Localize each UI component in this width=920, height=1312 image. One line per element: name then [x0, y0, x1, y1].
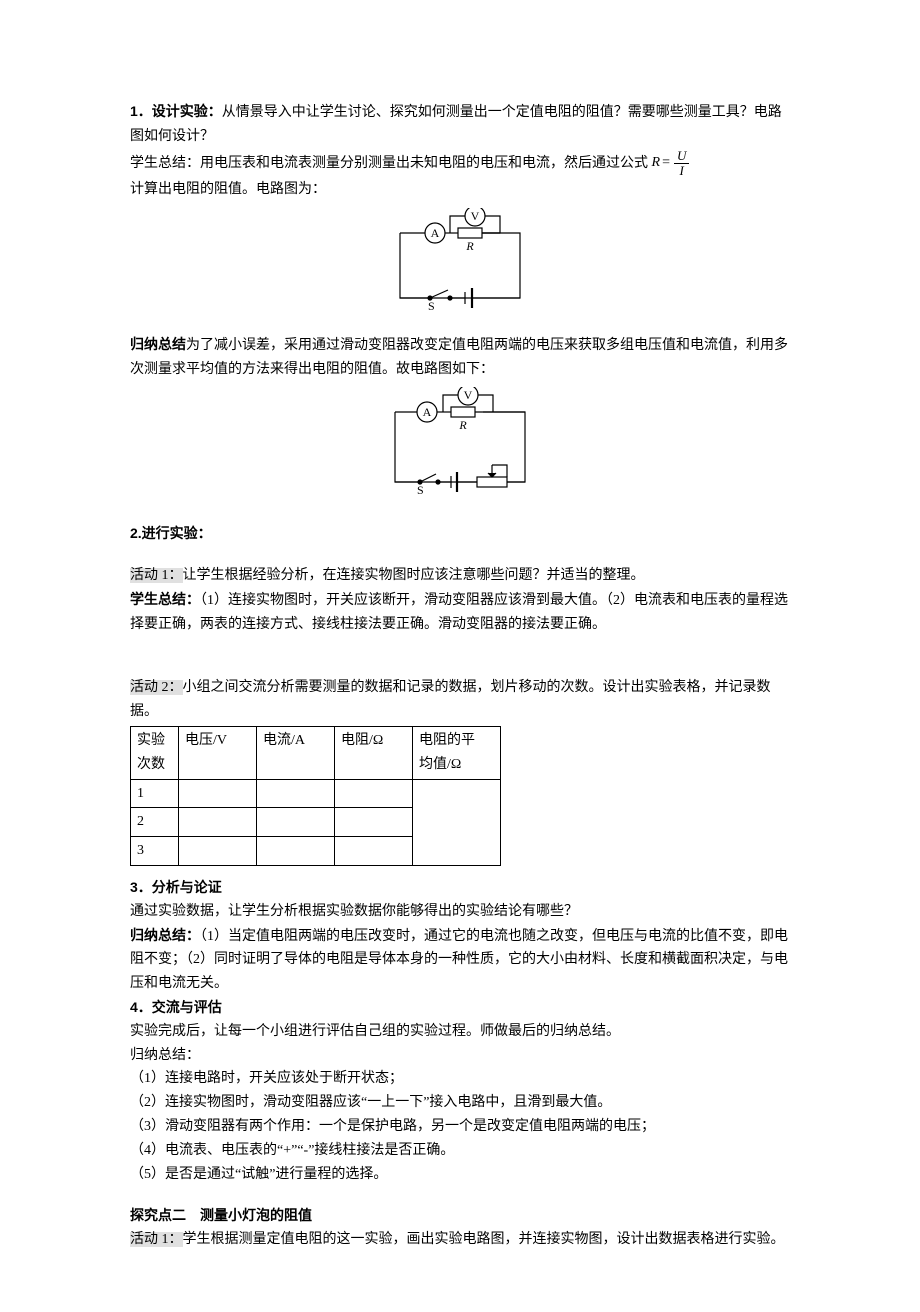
formula-lhs: R: [652, 151, 661, 175]
s5-act1-line: 活动 1：学生根据测量定值电阻的这一实验，画出实验电路图，并连接实物图，设计出数…: [130, 1228, 790, 1252]
formula-eq: =: [662, 151, 670, 175]
s3-heading: 3．分析与论证: [130, 876, 790, 900]
s2-student-label: 学生总结：: [130, 591, 200, 607]
svg-text:S: S: [417, 483, 424, 497]
s1-summary-label: 归纳总结: [130, 336, 186, 352]
s1-student-prefix: 学生总结：用电压表和电流表测量分别测量出未知电阻的电压和电流，然后通过公式: [130, 156, 648, 171]
s4-list-item: （2）连接实物图时，滑动变阻器应该“一上一下”接入电路中，且滑到最大值。: [130, 1091, 790, 1115]
activity-2-label: 活动 2：: [130, 680, 183, 695]
s3-summary-label: 归纳总结：: [130, 927, 200, 943]
experiment-data-table: 实验 次数电压/V电流/A电阻/Ω电阻的平 均值/Ω 123: [130, 726, 501, 866]
s5-act1-text: 学生根据测量定值电阻的这一实验，画出实验电路图，并连接实物图，设计出数据表格进行…: [183, 1232, 785, 1247]
s2-act1-text: 让学生根据经验分析，在连接实物图时应该注意哪些问题？并适当的整理。: [183, 568, 645, 583]
fraction: U I: [674, 149, 689, 179]
s1-heading: 1．设计实验：: [130, 103, 222, 119]
s2-act2-text: 小组之间交流分析需要测量的数据和记录的数据，划片移动的次数。设计出实验表格，并记…: [130, 680, 771, 719]
s4-line2: 归纳总结：: [130, 1044, 790, 1068]
table-cell: [335, 779, 413, 808]
table-header-row: 实验 次数电压/V电流/A电阻/Ω电阻的平 均值/Ω: [131, 726, 501, 779]
table-column-header: 电压/V: [179, 726, 257, 779]
table-cell: [179, 808, 257, 837]
s2-act2-line: 活动 2：小组之间交流分析需要测量的数据和记录的数据，划片移动的次数。设计出实验…: [130, 676, 790, 724]
s5-heading: 探究点二 测量小灯泡的阻值: [130, 1204, 790, 1228]
s4-items-container: （1）连接电路时，开关应该处于断开状态；（2）连接实物图时，滑动变阻器应该“一上…: [130, 1067, 790, 1186]
gap: [130, 1186, 790, 1204]
gap: [130, 546, 790, 564]
table-row: 1: [131, 779, 501, 808]
s4-heading: 4．交流与评估: [130, 996, 790, 1020]
s5-activity-1-label: 活动 1：: [130, 1232, 183, 1247]
table-cell: 2: [131, 808, 179, 837]
s3-summary-text: （1）当定值电阻两端的电压改变时，通过它的电流也随之改变，但电压与电流的比值不变…: [130, 929, 788, 992]
s1-heading-line: 1．设计实验：从情景导入中让学生讨论、探究如何测量出一个定值电阻的阻值？需要哪些…: [130, 100, 790, 149]
table-column-header: 电流/A: [257, 726, 335, 779]
s1-summary-text: 为了减小误差，采用通过滑动变阻器改变定值电阻两端的电压来获取多组电压值和电流值，…: [130, 338, 788, 377]
svg-text:R: R: [458, 418, 467, 432]
circuit-diagram-2: A V R S: [130, 387, 790, 516]
table-column-header: 电阻/Ω: [335, 726, 413, 779]
s2-student-text: （1）连接实物图时，开关应该断开，滑动变阻器应该滑到最大值。（2）电流表和电压表…: [130, 593, 788, 632]
s2-heading: 2.进行实验：: [130, 522, 790, 546]
s2-act1-line: 活动 1：让学生根据经验分析，在连接实物图时应该注意哪些问题？并适当的整理。: [130, 564, 790, 588]
svg-text:V: V: [471, 209, 480, 223]
fraction-den: I: [676, 164, 686, 178]
svg-text:A: A: [431, 226, 440, 240]
s2-student-line: 学生总结：（1）连接实物图时，开关应该断开，滑动变阻器应该滑到最大值。（2）电流…: [130, 588, 790, 637]
s4-list-item: （1）连接电路时，开关应该处于断开状态；: [130, 1067, 790, 1091]
s3-line1: 通过实验数据，让学生分析根据实验数据你能够得出的实验结论有哪些？: [130, 900, 790, 924]
table-cell: [179, 779, 257, 808]
table-cell: [413, 779, 501, 865]
circuit-diagram-1: A V R S: [130, 208, 790, 327]
table-cell: [257, 808, 335, 837]
table-cell: 1: [131, 779, 179, 808]
table-column-header: 实验 次数: [131, 726, 179, 779]
s3-summary-line: 归纳总结：（1）当定值电阻两端的电压改变时，通过它的电流也随之改变，但电压与电流…: [130, 924, 790, 996]
svg-text:R: R: [465, 239, 474, 253]
s1-intro: 从情景导入中让学生讨论、探究如何测量出一个定值电阻的阻值？需要哪些测量工具？电路…: [130, 105, 782, 144]
svg-text:A: A: [423, 405, 432, 419]
svg-text:S: S: [428, 299, 435, 313]
s1-student-suffix: 计算出电阻的阻值。电路图为：: [130, 178, 790, 202]
gap: [130, 636, 790, 676]
s4-list-item: （4）电流表、电压表的“+”“-”接线柱接法是否正确。: [130, 1139, 790, 1163]
activity-1-label: 活动 1：: [130, 568, 183, 583]
s1-summary-line: 归纳总结为了减小误差，采用通过滑动变阻器改变定值电阻两端的电压来获取多组电压值和…: [130, 333, 790, 382]
fraction-num: U: [674, 149, 689, 164]
formula-R-equals-U-over-I: R = U I: [652, 149, 690, 179]
s1-student-line: 学生总结：用电压表和电流表测量分别测量出未知电阻的电压和电流，然后通过公式 R …: [130, 149, 790, 179]
table-column-header: 电阻的平 均值/Ω: [413, 726, 501, 779]
table-cell: [257, 837, 335, 866]
table-cell: [335, 837, 413, 866]
table-cell: [179, 837, 257, 866]
table-cell: [335, 808, 413, 837]
s4-list-item: （3）滑动变阻器有两个作用：一个是保护电路，另一个是改变定值电阻两端的电压；: [130, 1115, 790, 1139]
svg-text:V: V: [464, 388, 473, 402]
s4-line1: 实验完成后，让每一个小组进行评估自己组的实验过程。师做最后的归纳总结。: [130, 1020, 790, 1044]
s4-list-item: （5）是否是通过“试触”进行量程的选择。: [130, 1163, 790, 1187]
circuit1-svg: A V R S: [370, 208, 550, 318]
circuit2-svg: A V R S: [365, 387, 555, 507]
table-cell: [257, 779, 335, 808]
table-cell: 3: [131, 837, 179, 866]
